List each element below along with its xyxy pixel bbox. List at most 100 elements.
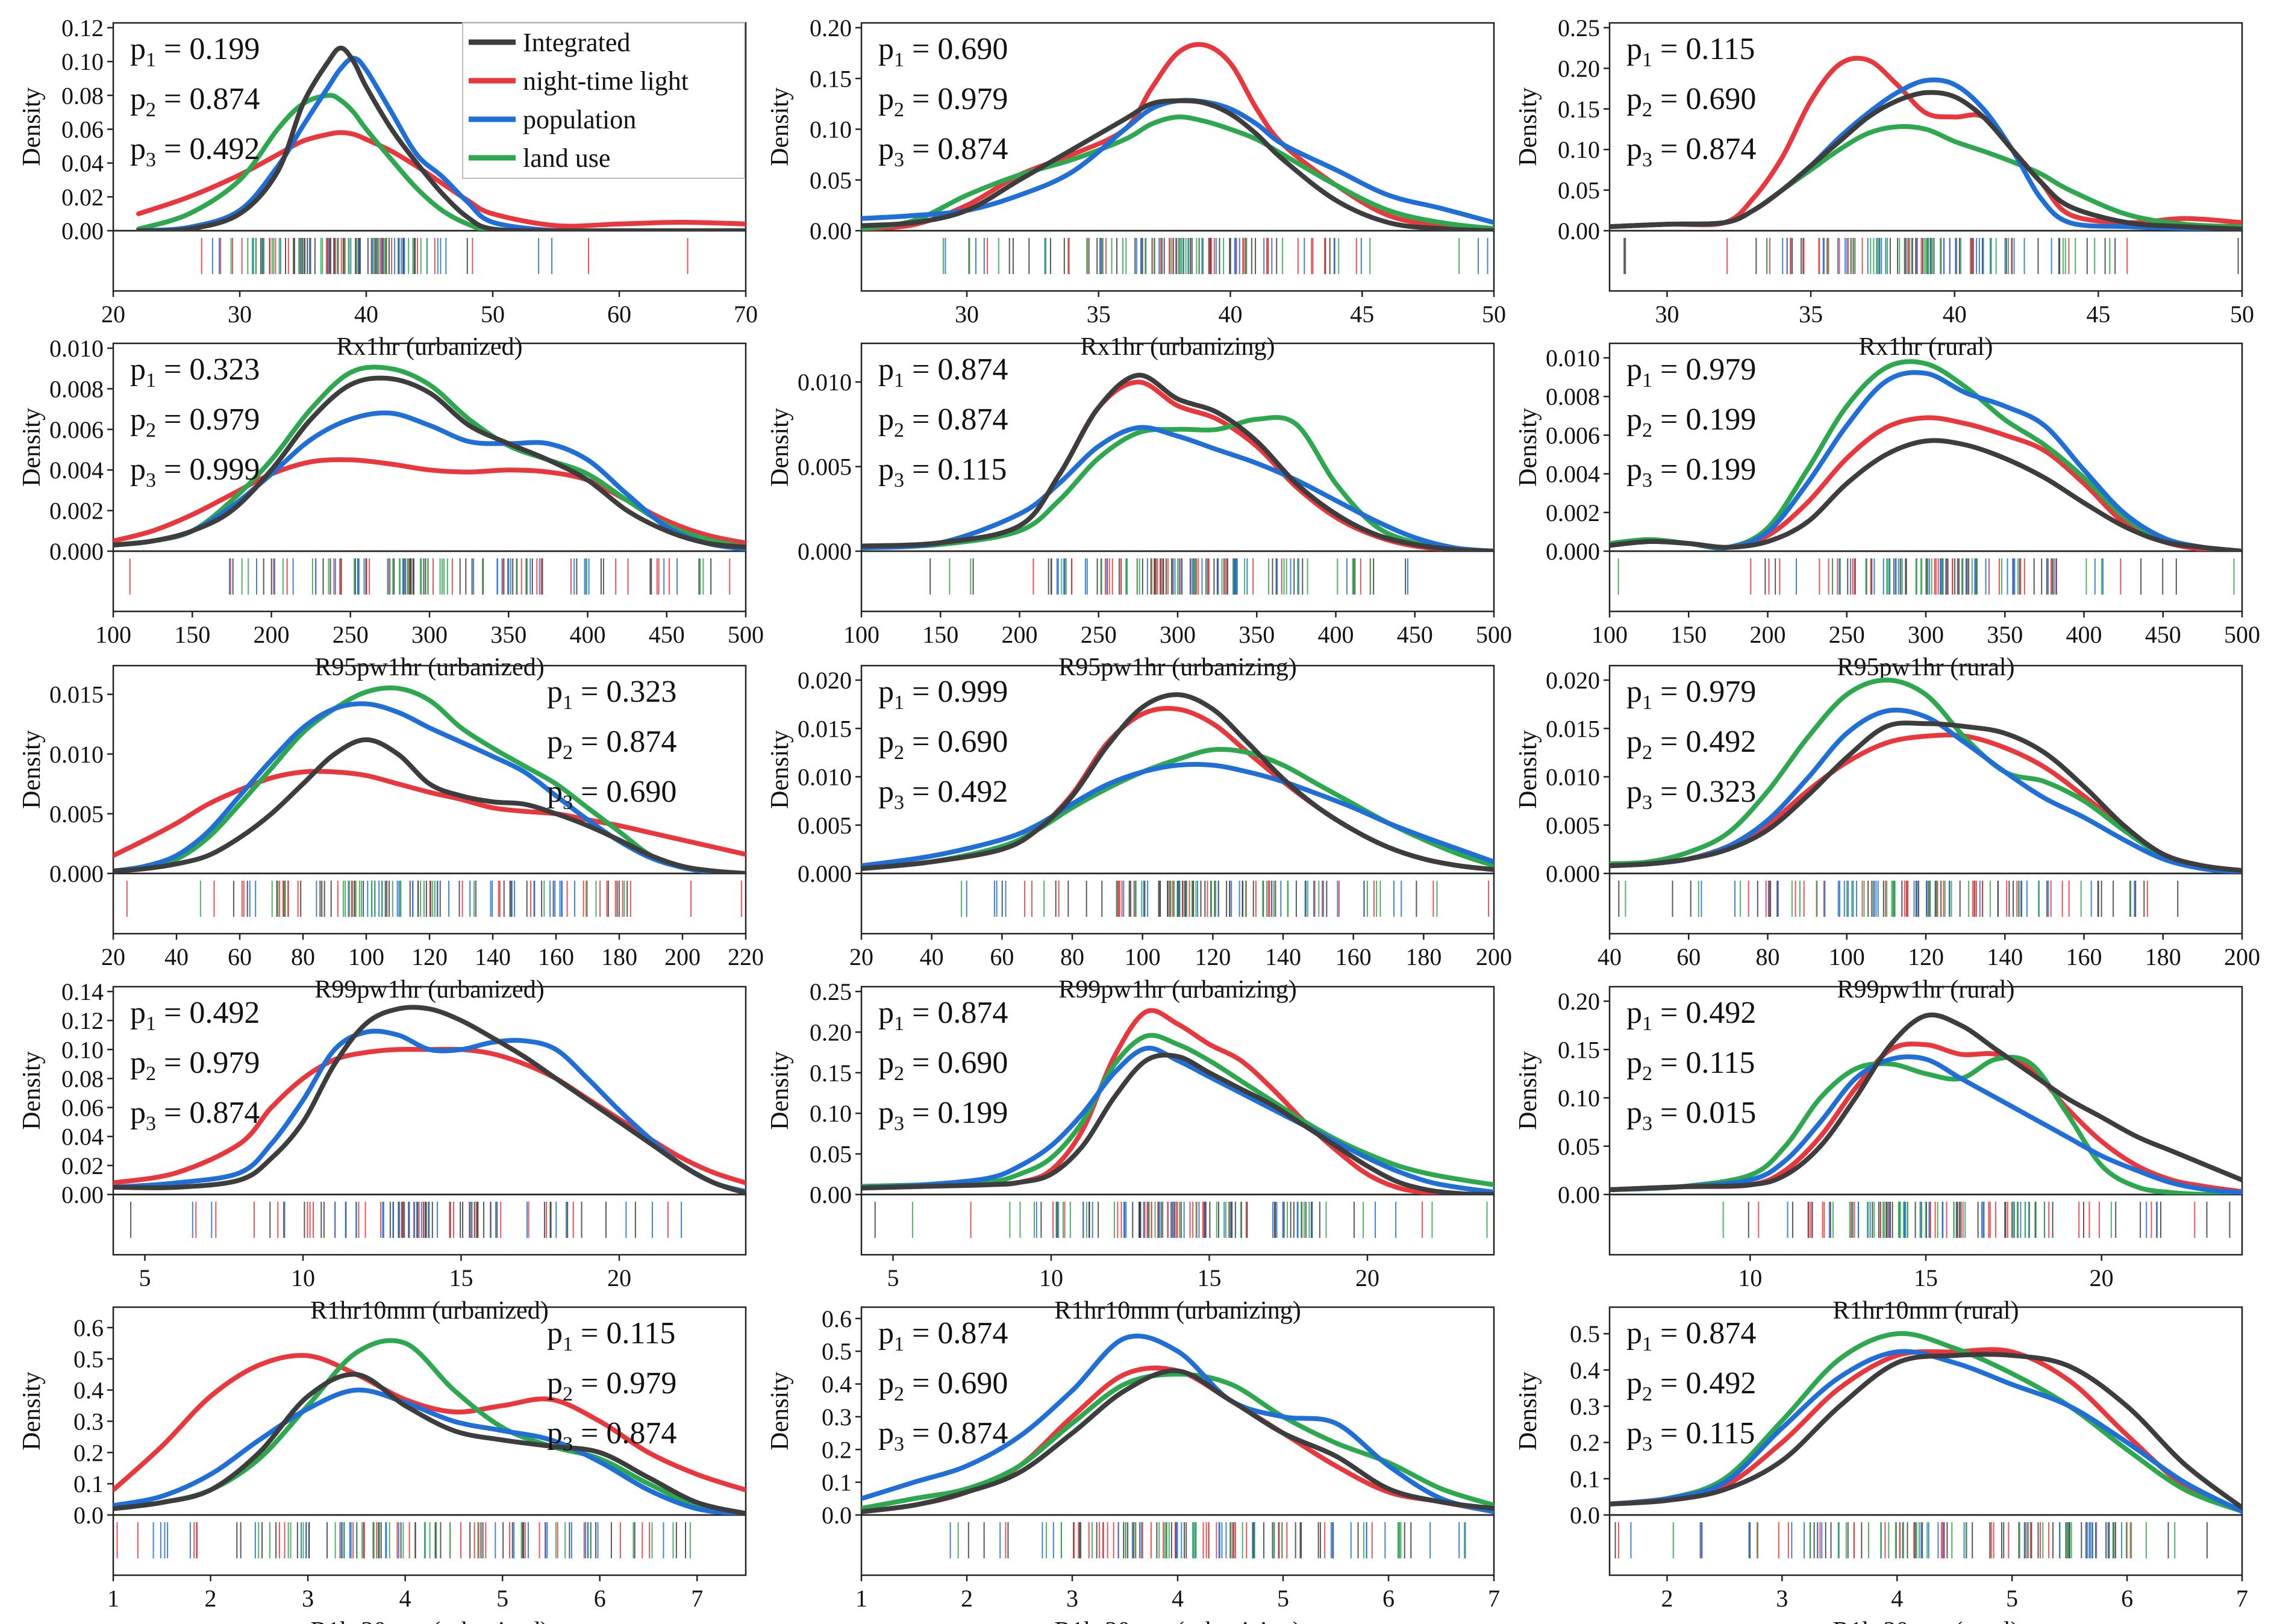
y-tick-label: 0.05: [1558, 1133, 1600, 1160]
x-tick-label: 2: [205, 1585, 217, 1612]
y-tick-label: 0.005: [1546, 812, 1600, 839]
x-axis-label: R1hr20mm (urbanizing): [1054, 1617, 1301, 1624]
x-tick-label: 160: [2066, 943, 2102, 970]
p-value-3: p3 = 0.015: [1626, 1096, 1756, 1135]
y-tick-label: 0.10: [1558, 136, 1600, 163]
p-value-1: p1 = 0.492: [130, 996, 260, 1035]
rug-marks: [1614, 1522, 2208, 1558]
y-axis-label: Density: [1514, 1051, 1542, 1130]
p-value-2: p2 = 0.874: [547, 725, 676, 764]
x-tick-label: 5: [496, 1585, 508, 1612]
series-lines: [1610, 1331, 2242, 1514]
y-tick-label: 0.010: [49, 741, 104, 768]
x-tick-label: 500: [2224, 621, 2260, 648]
x-tick-label: 5: [1277, 1585, 1289, 1612]
y-axis-label: Density: [18, 408, 46, 487]
series-lines: [113, 1338, 746, 1515]
y-tick-label: 0.12: [61, 1007, 104, 1034]
series-lines: [861, 1008, 1494, 1195]
y-tick-label: 0.10: [810, 116, 852, 143]
series-line: [1610, 1347, 2242, 1514]
p-value-annotations: p1 = 0.874 p2 = 0.690 p3 = 0.199: [878, 996, 1008, 1135]
p-value-2: p2 = 0.979: [130, 402, 260, 442]
x-tick-label: 200: [254, 621, 290, 648]
y-tick-label: 0.00: [61, 217, 104, 245]
chart-panel: 0.000 0.005 0.010 0.015 0.020 40 60 80 100 120 140…: [1514, 664, 2260, 1004]
series-line: [1610, 720, 2242, 873]
x-tick-label: 20: [607, 1264, 631, 1291]
x-tick-label: 160: [1335, 943, 1372, 970]
y-axis-label: Density: [18, 1051, 46, 1130]
series-line: [113, 1353, 746, 1493]
chart-panel: 0.00 0.05 0.10 0.15 0.20 10 15 20 R1hr10mm (rura…: [1514, 985, 2243, 1325]
p-value-3: p3 = 0.492: [878, 775, 1008, 814]
y-tick-label: 0.06: [61, 116, 104, 143]
y-tick-label: 0.010: [798, 369, 852, 396]
x-tick-label: 500: [1476, 621, 1512, 648]
y-axis-label: Density: [1514, 730, 1542, 809]
x-tick-label: 5: [887, 1264, 899, 1291]
y-tick-label: 0.3: [822, 1404, 852, 1431]
x-tick-label: 5: [2006, 1585, 2018, 1612]
series-lines: [1610, 55, 2242, 231]
x-tick-label: 35: [1087, 301, 1111, 328]
p-value-3: p3 = 0.874: [547, 1416, 676, 1455]
x-tick-label: 1: [855, 1585, 867, 1612]
y-tick-label: 0.004: [1546, 461, 1600, 488]
x-tick-label: 20: [1355, 1264, 1379, 1291]
x-tick-label: 6: [594, 1585, 606, 1612]
y-tick-label: 0.002: [1546, 499, 1600, 526]
series-line: [136, 93, 746, 231]
x-axis-label: R99pw1hr (urbanized): [314, 976, 544, 1004]
y-tick-label: 0.14: [61, 978, 104, 1005]
y-tick-label: 0.004: [49, 457, 104, 484]
x-tick-label: 10: [291, 1264, 315, 1291]
rug-marks: [929, 558, 1409, 595]
x-tick-label: 200: [664, 943, 701, 970]
y-tick-label: 0.05: [810, 1141, 852, 1168]
rug-marks: [116, 1522, 691, 1558]
chart-panel: 0.00 0.05 0.10 0.15 0.20 0.25 30 35 40 45 50 Rx1hr …: [1514, 14, 2254, 361]
y-tick-label: 0.10: [1558, 1085, 1600, 1112]
p-value-1: p1 = 0.492: [1626, 996, 1756, 1035]
y-tick-label: 0.5: [822, 1338, 852, 1365]
x-tick-label: 250: [1829, 621, 1865, 648]
x-tick-label: 250: [1081, 621, 1117, 648]
y-tick-label: 0.1: [1570, 1466, 1600, 1493]
y-tick-label: 0.20: [1558, 55, 1600, 82]
x-tick-label: 15: [449, 1264, 473, 1291]
legend-label: night-time light: [523, 66, 689, 96]
x-tick-label: 250: [333, 621, 369, 648]
legend-box: [462, 22, 745, 179]
y-tick-label: 0.15: [810, 1060, 852, 1087]
series-lines: [136, 45, 746, 231]
y-tick-label: 0.020: [798, 667, 852, 694]
p-value-1: p1 = 0.874: [878, 352, 1008, 392]
series-line: [136, 45, 746, 231]
x-tick-label: 30: [228, 301, 252, 328]
y-tick-label: 0.008: [1546, 383, 1600, 410]
x-tick-label: 100: [348, 943, 384, 970]
y-tick-label: 0.005: [49, 801, 104, 828]
x-tick-label: 20: [101, 943, 125, 970]
y-tick-label: 0.5: [1570, 1320, 1600, 1348]
x-tick-label: 7: [2236, 1585, 2248, 1612]
y-tick-label: 0.000: [1546, 860, 1600, 887]
x-axis-label: R99pw1hr (urbanizing): [1058, 976, 1296, 1004]
series-line: [113, 737, 746, 873]
p-value-2: p2 = 0.199: [1626, 402, 1756, 442]
y-tick-label: 0.6: [73, 1314, 104, 1341]
p-value-1: p1 = 0.999: [878, 675, 1008, 714]
x-tick-label: 35: [1799, 301, 1823, 328]
x-tick-label: 4: [1172, 1585, 1184, 1612]
p-value-annotations: p1 = 0.115 p2 = 0.979 p3 = 0.874: [547, 1316, 676, 1455]
x-tick-label: 40: [1598, 943, 1622, 970]
x-tick-label: 140: [475, 943, 511, 970]
x-tick-label: 50: [481, 301, 505, 328]
x-tick-label: 3: [302, 1585, 314, 1612]
series-line: [861, 761, 1494, 869]
rug-frame: [1608, 1514, 2243, 1576]
legend-label: Integrated: [523, 28, 630, 57]
series-line: [861, 1052, 1494, 1195]
